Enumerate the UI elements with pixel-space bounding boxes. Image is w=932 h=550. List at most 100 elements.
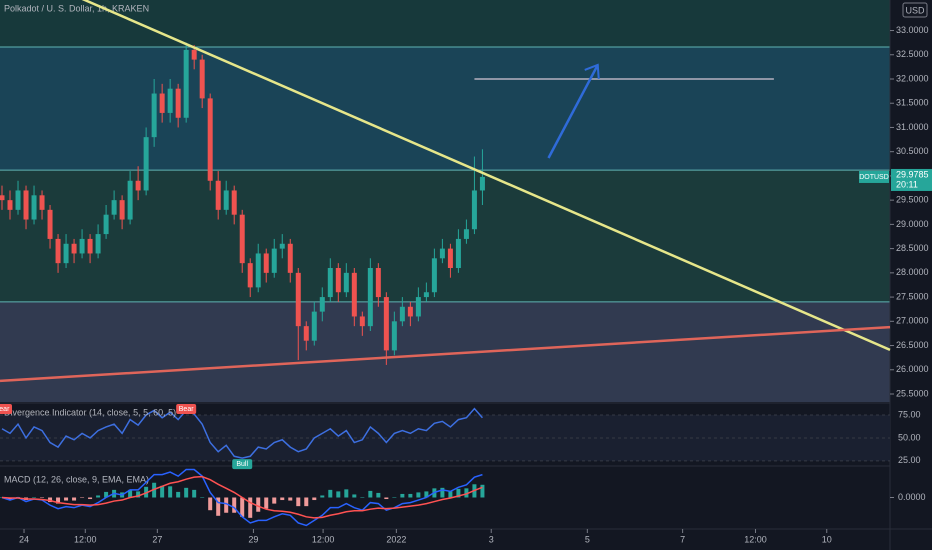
- currency-box: [902, 2, 928, 18]
- candle-body: [39, 195, 45, 210]
- histogram-bar: [296, 497, 301, 507]
- histogram-bar: [240, 497, 245, 517]
- signal-label: Bear: [179, 406, 194, 413]
- x-tick-label: 12:00: [312, 534, 335, 544]
- signal-line: [1, 475, 483, 519]
- candle-body: [47, 209, 53, 239]
- y-tick-label: 75.00: [898, 409, 921, 419]
- histogram-bar: [208, 497, 213, 511]
- candle-body: [151, 93, 157, 138]
- x-tick-label: 29: [248, 534, 258, 544]
- y-tick-label: 31.5000: [896, 98, 929, 108]
- histogram-bar: [320, 495, 325, 498]
- histogram-bar: [448, 490, 453, 498]
- candle-body: [159, 93, 165, 113]
- y-tick-label: 25.00: [898, 455, 921, 465]
- candle-body: [7, 200, 13, 210]
- candle-body: [23, 190, 29, 220]
- candle-body: [391, 321, 397, 351]
- candle-body: [295, 272, 301, 327]
- histogram-bar: [48, 497, 53, 503]
- histogram-bar: [408, 493, 413, 498]
- x-tick-label: 27: [152, 534, 162, 544]
- candle-body: [199, 59, 205, 99]
- candle-body: [407, 306, 413, 317]
- y-tick-label: 29.5000: [896, 195, 929, 205]
- histogram-bar: [392, 496, 397, 498]
- histogram-bar: [32, 497, 37, 498]
- histogram-bar: [64, 497, 69, 501]
- x-tick-label: 12:00: [74, 534, 97, 544]
- candle-body: [223, 190, 229, 210]
- candle-body: [119, 200, 125, 220]
- candle-body: [335, 268, 341, 293]
- histogram-bar: [168, 486, 173, 498]
- histogram-bar: [384, 497, 389, 500]
- candle-body: [231, 190, 237, 215]
- candle-body: [455, 238, 461, 268]
- histogram-bar: [200, 496, 205, 498]
- candle-body: [471, 190, 477, 230]
- candle-body: [103, 214, 109, 235]
- histogram-bar: [424, 491, 429, 498]
- candle-body: [215, 180, 221, 210]
- candle-body: [279, 243, 285, 249]
- candle-body: [71, 243, 77, 254]
- histogram-bar: [464, 488, 469, 498]
- histogram-bar: [280, 497, 285, 501]
- histogram-bar: [56, 497, 61, 504]
- signal-label-bg: [176, 404, 197, 414]
- candle-body: [375, 268, 381, 298]
- histogram-bar: [160, 485, 165, 498]
- histogram-bar: [336, 491, 341, 498]
- candle-body: [263, 253, 269, 273]
- x-tick-label: 12:00: [744, 534, 767, 544]
- y-tick-label: 50.00: [898, 432, 921, 442]
- histogram-bar: [224, 497, 229, 513]
- histogram-bar: [456, 488, 461, 498]
- y-tick-label: 28.5000: [896, 243, 929, 253]
- indicator-line: [1, 407, 483, 459]
- candle-body: [319, 297, 325, 312]
- histogram-bar: [416, 492, 421, 498]
- zone: [0, 170, 890, 302]
- histogram-bar: [480, 484, 485, 498]
- candle-body: [287, 243, 293, 273]
- histogram-bar: [368, 490, 373, 498]
- x-tick-label: 5: [585, 534, 590, 544]
- candle-body: [87, 238, 93, 254]
- y-tick-label: 33.0000: [896, 25, 929, 35]
- histogram-bar: [312, 497, 317, 501]
- x-tick-label: 7: [680, 534, 685, 544]
- chart-title: Polkadot / U. S. Dollar, 1h, KRAKEN: [4, 3, 149, 13]
- candle-body: [15, 190, 21, 210]
- trend-line: [547, 64, 599, 159]
- signal-label-bg: [0, 404, 13, 414]
- candle-body: [423, 292, 429, 298]
- candle-body: [447, 248, 453, 268]
- x-tick-label: 3: [489, 534, 494, 544]
- histogram-bar: [136, 491, 141, 498]
- candle-body: [95, 234, 101, 254]
- trend-line: [0, 325, 891, 383]
- histogram-bar: [288, 497, 293, 501]
- histogram-bar: [192, 489, 197, 498]
- candle-body: [111, 200, 117, 215]
- countdown: 20:11: [896, 179, 918, 189]
- candle-body: [135, 180, 141, 191]
- candle-body: [359, 316, 365, 327]
- histogram-bar: [232, 497, 237, 513]
- indicator-title: Divergence Indicator (14, close, 5, 5, 6…: [4, 407, 176, 417]
- y-tick-label: 28.0000: [896, 267, 929, 277]
- candle-body: [239, 214, 245, 264]
- price-tag-bg: [859, 170, 889, 183]
- zone: [0, 0, 890, 48]
- candle-body: [463, 229, 469, 239]
- y-tick-label: 26.0000: [896, 364, 929, 374]
- candle-body: [343, 272, 349, 293]
- candle-body: [311, 311, 317, 341]
- histogram-bar: [440, 487, 445, 498]
- candle-body: [191, 49, 197, 60]
- candle-body: [247, 263, 253, 288]
